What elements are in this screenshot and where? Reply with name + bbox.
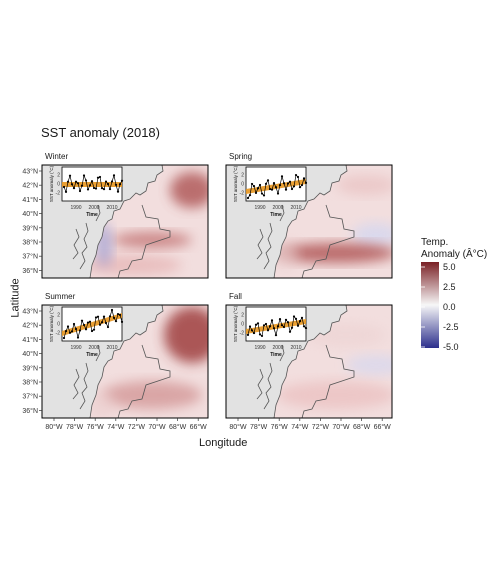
- inset-y-label: SST anomaly (°C): [233, 305, 238, 342]
- lon-tick-label: 76°W: [271, 423, 289, 431]
- inset-y-tick: -2: [240, 331, 245, 337]
- lon-tick-label: 72°W: [128, 423, 146, 431]
- panel-label-fall: Fall: [229, 292, 242, 301]
- inset-fall: 1990 2000 2010 2 0 -2 Time SST anomaly (°C): [233, 305, 308, 358]
- inset-x-tick: 2010: [106, 345, 117, 351]
- lat-tick-label: 36°N: [22, 267, 38, 275]
- panel-label-winter: Winter: [45, 152, 69, 161]
- inset-x-label: Time: [86, 352, 98, 358]
- lon-tick-label: 72°W: [312, 423, 330, 431]
- inset-y-tick: 0: [241, 322, 244, 328]
- inset-x-tick: 2000: [272, 345, 283, 351]
- lat-tick-label: 40°N: [22, 210, 38, 218]
- lat-tick-label: 37°N: [22, 393, 38, 401]
- lon-tick-label: 68°W: [353, 423, 371, 431]
- inset-x-label: Time: [270, 212, 282, 218]
- inset-x-tick: 1990: [254, 205, 265, 211]
- inset-summer: 1990 2000 2010 2 0 -2 Time SST anomaly (°C): [49, 305, 124, 358]
- inset-y-tick: -2: [240, 191, 245, 197]
- lat-tick-label: 42°N: [22, 182, 38, 190]
- inset-y-label: SST anomaly (°C): [49, 305, 54, 342]
- figure-title: SST anomaly (2018): [41, 125, 160, 140]
- inset-y-tick: 2: [241, 173, 244, 179]
- legend-colorbar: [421, 262, 439, 348]
- panel-label-summer: Summer: [45, 292, 76, 301]
- lat-tick-label: 41°N: [22, 336, 38, 344]
- inset-x-tick: 2010: [290, 345, 301, 351]
- inset-y-tick: -2: [56, 331, 61, 337]
- inset-x-tick: 1990: [254, 345, 265, 351]
- inset-y-tick: 0: [57, 322, 60, 328]
- lat-tick-label: 38°N: [22, 239, 38, 247]
- lat-tick-label: 38°N: [22, 379, 38, 387]
- lon-tick-label: 76°W: [87, 423, 105, 431]
- lat-tick-label: 41°N: [22, 196, 38, 204]
- legend-tick-neg5: -5.0: [443, 342, 459, 352]
- inset-y-label: SST anomaly (°C): [49, 165, 54, 202]
- lon-tick-label: 66°W: [374, 423, 392, 431]
- inset-x-tick: 2000: [88, 345, 99, 351]
- inset-y-tick: 2: [57, 313, 60, 319]
- lat-tick-label: 40°N: [22, 350, 38, 358]
- panel-label-spring: Spring: [229, 152, 253, 161]
- lon-tick-label: 74°W: [107, 423, 125, 431]
- x-axis-label: Longitude: [199, 437, 248, 449]
- lat-tick-label: 39°N: [22, 364, 38, 372]
- legend-title: Temp. Anomaly (Â°C): [421, 237, 487, 261]
- inset-spring: 1990 2000 2010 2 0 -2 Time SST anomaly (°C): [233, 165, 308, 218]
- lat-tick-label: 37°N: [22, 253, 38, 261]
- inset-x-tick: 2010: [290, 205, 301, 211]
- lon-tick-label: 80°W: [229, 423, 247, 431]
- lat-tick-label: 36°N: [22, 407, 38, 415]
- inset-x-tick: 2010: [106, 205, 117, 211]
- lat-tick-label: 42°N: [22, 322, 38, 330]
- lat-tick-label: 43°N: [22, 308, 38, 316]
- lon-tick-label: 80°W: [45, 423, 63, 431]
- legend-tick-5: 5.0: [443, 262, 456, 272]
- inset-y-label: SST anomaly (°C): [233, 165, 238, 202]
- inset-y-tick: 0: [241, 182, 244, 188]
- legend-tick-neg2-5: -2.5: [443, 322, 459, 332]
- inset-y-tick: 0: [57, 182, 60, 188]
- lon-tick-label: 78°W: [250, 423, 268, 431]
- lon-tick-label: 68°W: [169, 423, 187, 431]
- inset-x-tick: 2000: [272, 205, 283, 211]
- inset-x-label: Time: [270, 352, 282, 358]
- lon-tick-label: 70°W: [148, 423, 166, 431]
- legend-title-line1: Temp.: [421, 237, 449, 248]
- inset-winter: 1990 2000 2010 2 0 -2 Time SST anomaly (°C): [49, 165, 124, 218]
- legend-title-line2: Anomaly (Â°C): [421, 249, 488, 260]
- lon-tick-label: 78°W: [66, 423, 84, 431]
- lat-tick-label: 43°N: [22, 168, 38, 176]
- inset-x-tick: 1990: [70, 205, 81, 211]
- inset-y-tick: -2: [56, 191, 61, 197]
- inset-x-label: Time: [86, 212, 98, 218]
- inset-y-tick: 2: [57, 173, 60, 179]
- inset-x-tick: 2000: [88, 205, 99, 211]
- inset-x-tick: 1990: [70, 345, 81, 351]
- lon-tick-label: 66°W: [190, 423, 208, 431]
- map-panel-fall: 1990 2000 2010 2 0 -2 Time SST anomaly (°C): [225, 304, 393, 419]
- lon-tick-label: 74°W: [291, 423, 309, 431]
- lat-tick-label: 39°N: [22, 224, 38, 232]
- map-panel-winter: 1990 2000 2010 2 0 -2 Time SST anomaly (°C): [41, 164, 209, 279]
- legend-tick-2-5: 2.5: [443, 282, 456, 292]
- lon-tick-label: 70°W: [332, 423, 350, 431]
- inset-y-tick: 2: [241, 313, 244, 319]
- legend-tick-0: 0.0: [443, 302, 456, 312]
- map-panel-spring: 1990 2000 2010 2 0 -2 Time SST anomaly (°C): [225, 164, 393, 279]
- map-panel-summer: 1990 2000 2010 2 0 -2 Time SST anomaly (°C): [41, 304, 209, 419]
